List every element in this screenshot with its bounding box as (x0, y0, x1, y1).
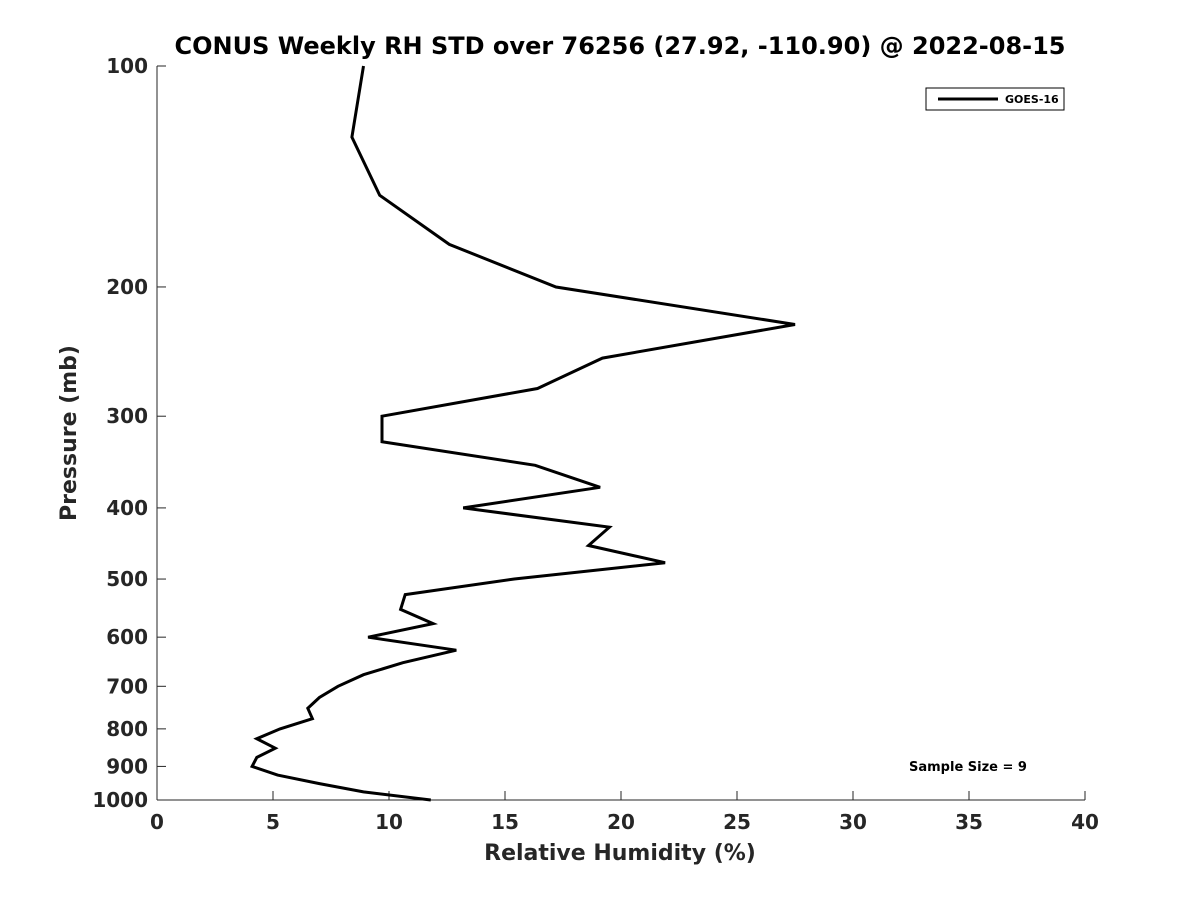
y-tick-label: 600 (106, 625, 148, 649)
y-tick-label: 500 (106, 567, 148, 591)
x-axis-ticks: 0 5 10 15 20 25 30 35 40 (150, 791, 1099, 834)
x-tick-label: 15 (491, 810, 519, 834)
y-tick-label: 800 (106, 717, 148, 741)
y-tick-label: 400 (106, 496, 148, 520)
y-tick-label: 1000 (92, 788, 148, 812)
series-layer (249, 65, 796, 802)
y-tick-label: 100 (106, 54, 148, 78)
legend-item-label: GOES-16 (1005, 93, 1059, 106)
chart-title: CONUS Weekly RH STD over 76256 (27.92, -… (174, 32, 1065, 60)
x-tick-label: 20 (607, 810, 635, 834)
x-axis-label: Relative Humidity (%) (484, 841, 756, 866)
y-axis-ticks: 100 200 300 400 500 600 700 800 900 1000 (92, 54, 166, 812)
x-tick-label: 5 (266, 810, 280, 834)
y-tick-label: 300 (106, 404, 148, 428)
x-tick-label: 25 (723, 810, 751, 834)
x-tick-label: 0 (150, 810, 164, 834)
y-tick-label: 700 (106, 674, 148, 698)
x-tick-label: 35 (955, 810, 983, 834)
y-axis-label: Pressure (mb) (57, 345, 82, 521)
y-tick-label: 900 (106, 754, 148, 778)
x-tick-label: 30 (839, 810, 867, 834)
series-line-goes-16 (249, 65, 796, 802)
y-tick-label: 200 (106, 275, 148, 299)
sample-size-annotation: Sample Size = 9 (909, 760, 1027, 775)
x-tick-label: 10 (375, 810, 403, 834)
legend: GOES-16 (925, 87, 1065, 111)
x-tick-label: 40 (1071, 810, 1099, 834)
